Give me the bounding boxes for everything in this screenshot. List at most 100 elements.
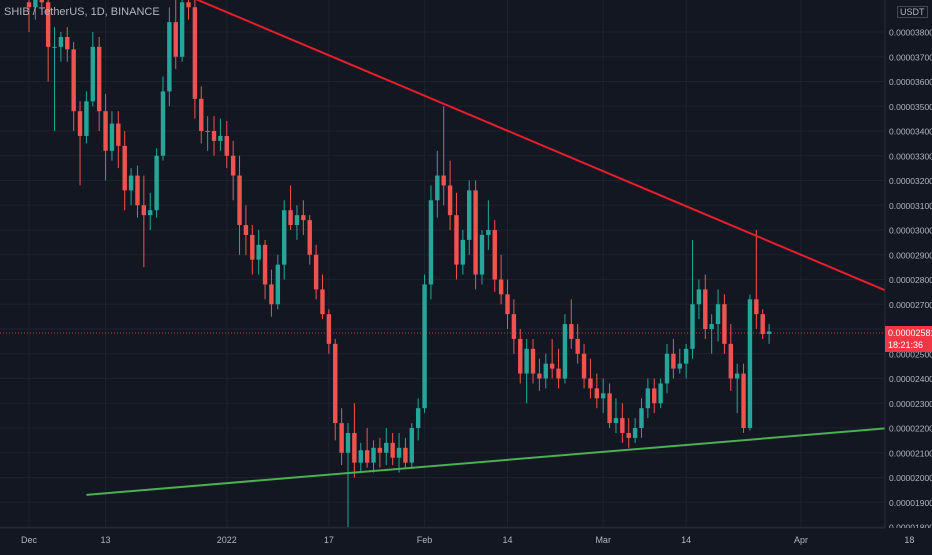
candle-body [511, 314, 517, 339]
candle-body [167, 22, 172, 92]
time-tick-label: Feb [417, 535, 433, 545]
candle-body [218, 135, 223, 141]
last-price-tag: 0.00002581 18:21:36 [885, 326, 932, 352]
candle-body [250, 234, 255, 260]
candle-body [192, 7, 198, 99]
candle-body [326, 314, 332, 344]
time-tick-label: Mar [595, 535, 611, 545]
price-tick-label: 0.00002800 [889, 275, 932, 285]
price-tick-label: 0.00002100 [889, 448, 932, 458]
candle-body [760, 314, 765, 334]
candle-body [84, 101, 89, 136]
candle-body [435, 175, 440, 201]
price-tick-label: 0.00003100 [889, 201, 932, 211]
candle-body [543, 363, 548, 379]
candle-body [473, 190, 478, 275]
candle-body [569, 324, 574, 339]
time-scale[interactable]: Dec13202217Feb14Mar14Apr18May16Jun [21, 535, 932, 545]
candle-body [141, 205, 147, 216]
price-tick-label: 0.00002200 [889, 424, 932, 434]
price-tick-label: 0.00002400 [889, 374, 932, 384]
candle-body [122, 145, 127, 191]
candle-body [409, 428, 414, 463]
candle-body [224, 135, 229, 156]
candle-body [747, 299, 753, 428]
candle-body [205, 131, 210, 132]
candle-body [320, 289, 325, 315]
candle-body [294, 215, 300, 226]
candle-body [505, 294, 510, 315]
symbol-label[interactable]: SHIB / TetherUS, 1D, BINANCE [4, 6, 160, 18]
candle-body [415, 408, 421, 428]
candle-body [556, 368, 561, 379]
candle-body [307, 220, 312, 255]
price-scale-bg [885, 0, 932, 528]
price-tick-label: 0.00003300 [889, 151, 932, 161]
candle-body [199, 98, 204, 131]
candle-body [498, 279, 504, 295]
price-tick-label: 0.00001800 [889, 523, 932, 533]
candle-body [154, 155, 159, 211]
candle-body [620, 418, 625, 433]
time-tick-label: 18 [904, 535, 914, 545]
drawing-tools[interactable] [86, 0, 932, 525]
candle-body [71, 49, 76, 112]
candle-body [148, 210, 153, 216]
candle-body [96, 46, 102, 112]
candle-body [173, 22, 178, 57]
candle-body [103, 111, 108, 151]
candle-body [683, 348, 689, 364]
time-tick-label: 14 [502, 535, 512, 545]
candle-body [734, 373, 740, 379]
candle-body [754, 299, 759, 315]
candle-body [581, 353, 587, 379]
candle-body [671, 353, 676, 369]
candle-body [486, 230, 491, 235]
candle-body [179, 2, 185, 57]
candle-body [709, 324, 714, 329]
candle-body [460, 239, 466, 265]
grid-lines [0, 0, 910, 528]
candle-body [301, 215, 306, 221]
price-scale[interactable]: 0.00003800 0.00003700 0.00003600 0.00003500… [889, 28, 932, 533]
time-tick-label: 13 [101, 535, 111, 545]
candle-body [243, 225, 249, 235]
price-tick-label: 0.00002500 [889, 349, 932, 359]
price-tick-label: 0.00003600 [889, 77, 932, 87]
candle-body [677, 363, 682, 369]
price-tick-label: 0.00002000 [889, 473, 932, 483]
candle-body [364, 450, 370, 463]
candle-body [537, 373, 542, 379]
candle-body [422, 284, 427, 409]
candle-body [467, 190, 472, 240]
support-trendline [86, 423, 932, 496]
candle-body [403, 447, 408, 463]
candle-body [275, 264, 281, 305]
candle-body [128, 175, 134, 191]
candle-body [90, 46, 95, 102]
candle-body [109, 123, 115, 151]
last-price-value: 0.00002581 [888, 328, 932, 338]
candle-body [339, 423, 344, 453]
candle-body [549, 363, 555, 369]
candle-body [288, 210, 293, 226]
time-scale-bg [0, 528, 932, 550]
price-tick-label: 0.00003400 [889, 127, 932, 137]
candle-body [390, 442, 395, 458]
candle-body [384, 442, 389, 453]
currency-badge[interactable]: USDT [897, 6, 928, 18]
candle-body [26, 2, 32, 8]
candle-body [345, 432, 351, 453]
candle-body [333, 343, 338, 424]
candle-body [33, 0, 38, 8]
price-tick-label: 0.00003800 [889, 28, 932, 38]
candle-body [715, 304, 721, 325]
candle-body [313, 254, 319, 290]
candle-body [594, 388, 600, 399]
price-tick-label: 0.00003000 [889, 226, 932, 236]
candle-body [447, 185, 453, 216]
time-tick-label: 14 [681, 535, 691, 545]
price-tick-label: 0.00003500 [889, 102, 932, 112]
